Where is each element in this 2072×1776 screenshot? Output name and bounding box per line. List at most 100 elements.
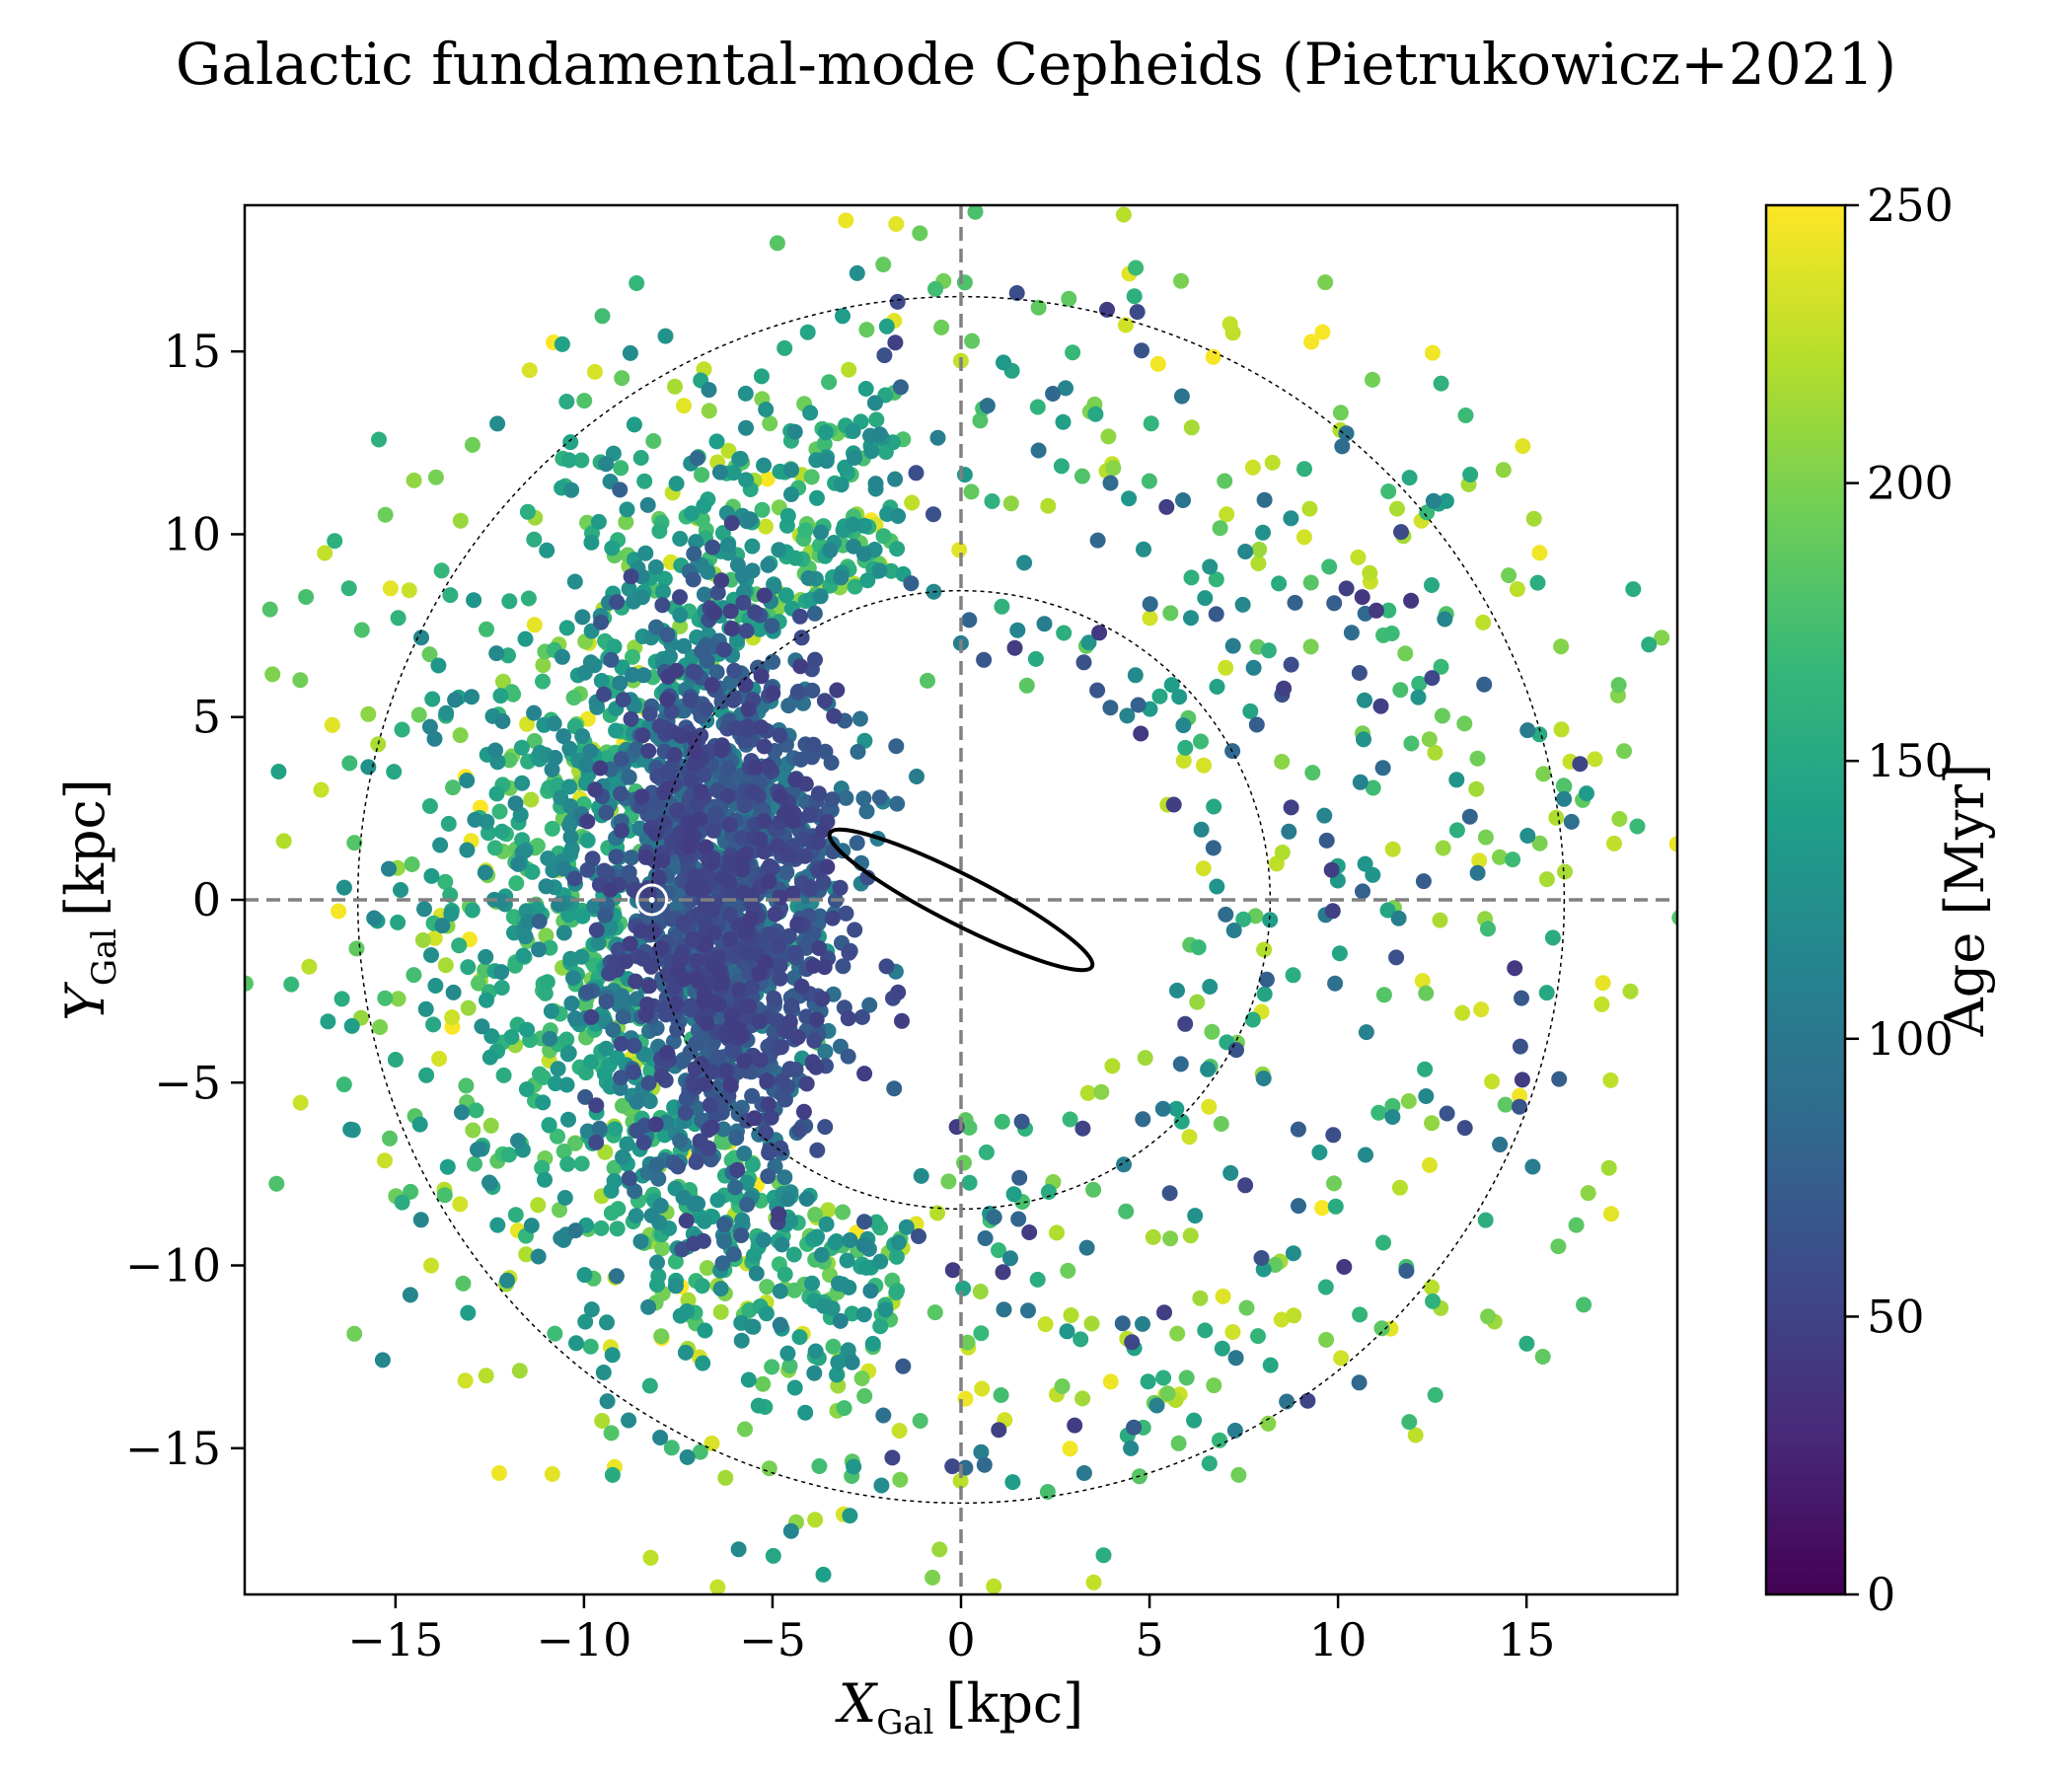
data-point	[815, 991, 831, 1006]
data-point	[1084, 1316, 1100, 1332]
data-point	[1251, 542, 1267, 557]
data-point	[1031, 300, 1047, 316]
data-point	[1296, 461, 1312, 477]
data-point	[1299, 1393, 1315, 1409]
data-point	[672, 608, 688, 624]
data-point	[458, 1372, 474, 1388]
data-point	[526, 705, 542, 721]
data-point	[783, 1523, 799, 1539]
data-point	[614, 988, 629, 1003]
colorbar-label: Age [Myr]	[1934, 764, 1996, 1037]
data-point	[527, 617, 543, 632]
data-point	[1616, 743, 1632, 759]
data-point	[811, 1458, 827, 1474]
data-point	[1128, 260, 1144, 276]
data-point	[622, 864, 637, 880]
data-point	[633, 450, 649, 466]
data-point	[847, 450, 862, 466]
data-point	[446, 985, 462, 1000]
data-point	[796, 1104, 812, 1120]
data-point	[1156, 1304, 1172, 1320]
data-point	[655, 584, 671, 600]
data-point	[1150, 356, 1166, 372]
data-point	[961, 612, 977, 628]
data-point	[777, 1267, 793, 1283]
data-point	[427, 978, 443, 994]
data-point	[787, 772, 803, 787]
data-point	[816, 1298, 832, 1314]
data-point	[822, 543, 838, 558]
data-point	[920, 673, 935, 689]
data-point	[1121, 490, 1137, 506]
data-point	[648, 826, 664, 842]
data-point	[679, 1303, 695, 1319]
data-point	[547, 715, 562, 731]
data-point	[741, 702, 757, 717]
data-point	[562, 434, 578, 450]
data-point	[1202, 979, 1218, 995]
data-point	[375, 1352, 391, 1368]
data-point	[1296, 529, 1312, 545]
data-point	[388, 1052, 404, 1068]
data-point	[654, 1240, 670, 1256]
data-point	[424, 692, 440, 707]
x-tick-label: 10	[1309, 1613, 1368, 1666]
data-point	[483, 1118, 499, 1134]
data-point	[782, 1014, 798, 1030]
data-point	[393, 882, 408, 898]
data-point	[707, 806, 723, 822]
data-point	[325, 717, 340, 733]
data-point	[1063, 1441, 1078, 1456]
data-point	[1215, 1341, 1230, 1357]
data-point	[659, 692, 675, 707]
y-tick-label: 5	[192, 691, 221, 744]
data-point	[1473, 1001, 1489, 1017]
data-point	[489, 1218, 505, 1233]
data-point	[566, 871, 582, 887]
data-point	[1254, 1250, 1270, 1266]
data-point	[736, 1146, 752, 1161]
data-point	[911, 1228, 926, 1244]
data-point	[645, 925, 661, 940]
data-point	[636, 474, 652, 489]
data-point	[1470, 865, 1486, 881]
data-point	[1136, 542, 1151, 557]
data-point	[587, 364, 603, 380]
data-point	[524, 1218, 540, 1233]
data-point	[841, 1049, 856, 1065]
data-point	[649, 1255, 665, 1271]
data-point	[1135, 1316, 1150, 1332]
data-point	[762, 415, 777, 431]
data-point	[540, 974, 555, 990]
data-point	[779, 1346, 795, 1362]
data-point	[658, 329, 674, 344]
data-point	[758, 402, 774, 417]
data-point	[964, 333, 980, 349]
data-point	[407, 473, 422, 488]
data-point	[627, 416, 642, 432]
data-point	[1392, 1180, 1408, 1196]
data-point	[997, 1301, 1012, 1317]
figure: Galactic fundamental-mode Cepheids (Piet…	[0, 0, 2072, 1776]
data-point	[1006, 1186, 1022, 1202]
data-point	[783, 486, 799, 502]
data-point	[1187, 1208, 1203, 1223]
data-point	[1105, 460, 1121, 476]
data-point	[1572, 756, 1588, 772]
data-point	[669, 476, 685, 491]
data-point	[780, 847, 796, 862]
data-point	[759, 1305, 775, 1321]
data-point	[1303, 575, 1319, 591]
data-point	[1003, 495, 1019, 511]
data-point	[858, 1260, 874, 1276]
data-point	[688, 664, 703, 680]
data-point	[1177, 1016, 1193, 1032]
data-point	[695, 1356, 710, 1371]
data-point	[1228, 1350, 1244, 1366]
data-point	[301, 959, 317, 975]
data-point	[718, 1063, 734, 1078]
data-point	[786, 1283, 802, 1298]
data-point	[620, 501, 635, 517]
data-point	[1085, 1182, 1101, 1198]
data-point	[1256, 942, 1272, 958]
